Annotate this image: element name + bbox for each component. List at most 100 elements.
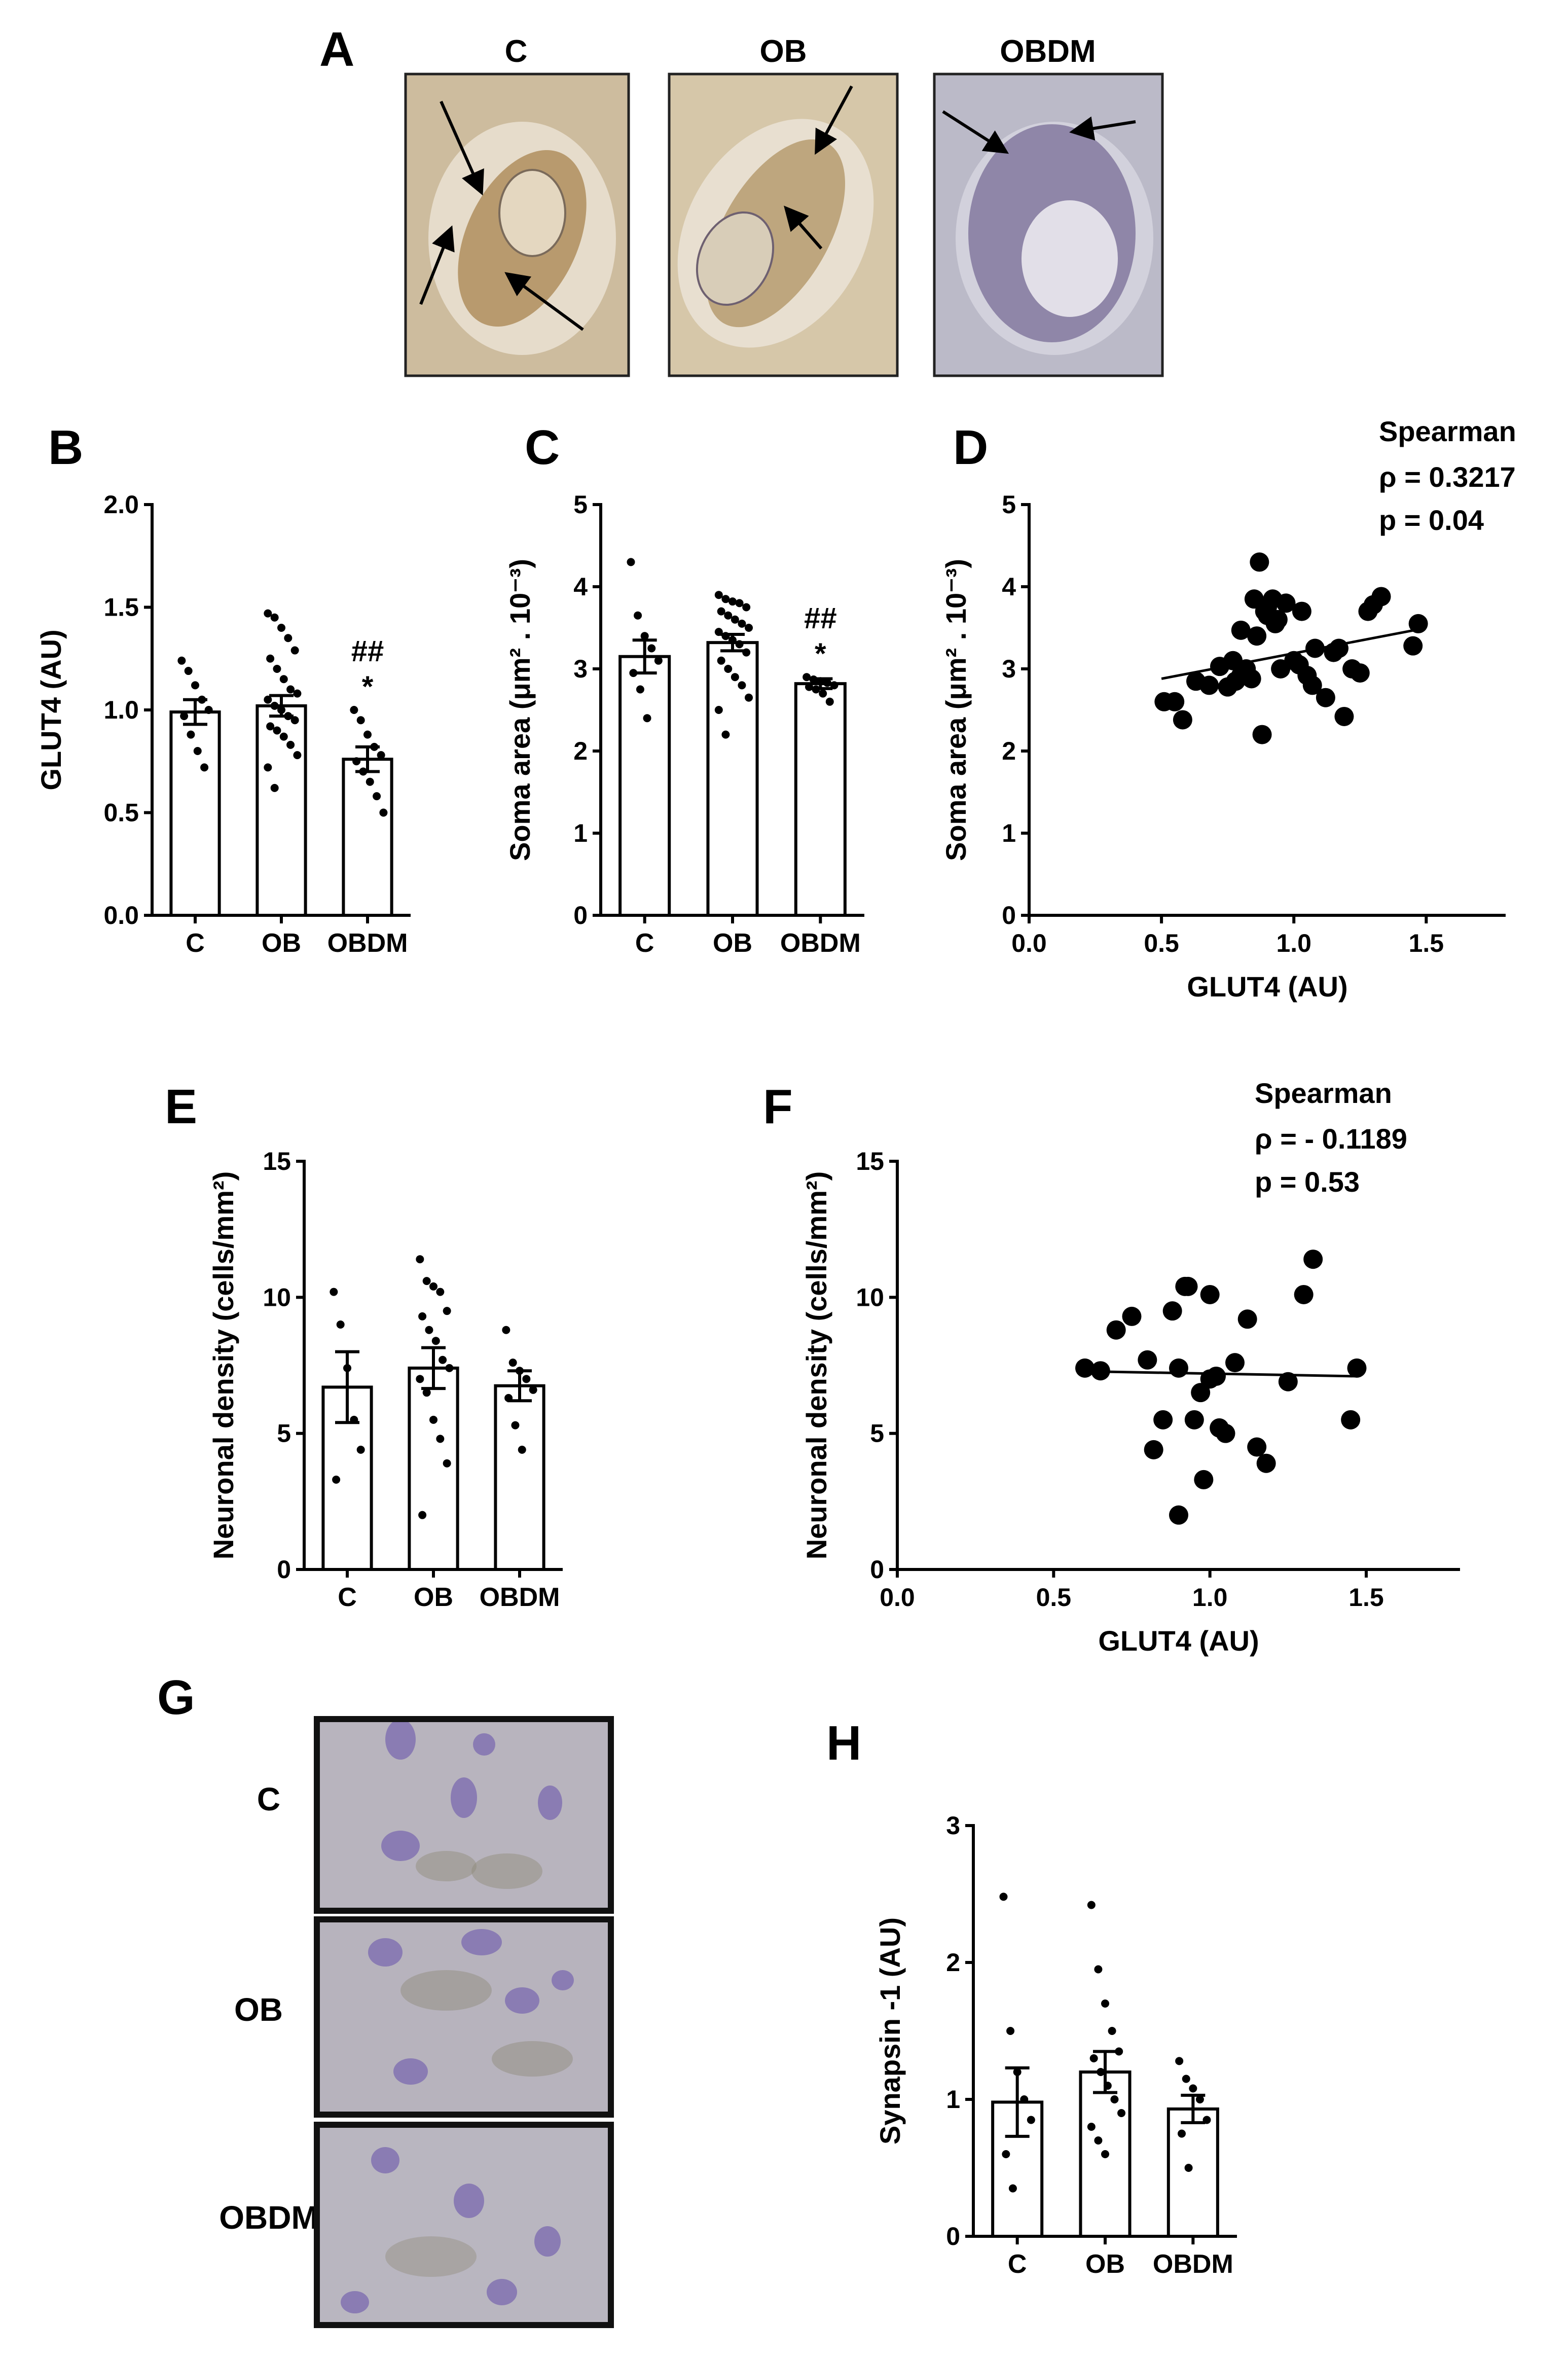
micrograph-g-obdm-cell: [371, 2147, 399, 2173]
data-point: [1103, 2082, 1112, 2090]
y-tick-label: 2: [1002, 737, 1016, 765]
data-point: [416, 1255, 424, 1264]
x-tick-label: 1.0: [1276, 929, 1311, 957]
micrograph-g-ob-cell: [552, 1970, 574, 1990]
micrograph-g-c-speckle: [471, 1853, 542, 1889]
scatter-point: [1278, 1372, 1298, 1391]
data-point: [508, 1359, 517, 1367]
micrograph-g-ob-bg: [317, 1919, 611, 2115]
data-point: [1020, 2095, 1029, 2103]
micrograph-a-label-ob: OB: [760, 34, 807, 69]
data-point: [714, 591, 723, 599]
bar-obdm: [794, 682, 847, 917]
data-point: [634, 611, 642, 620]
data-point: [731, 673, 739, 682]
y-tick-label: 3: [1002, 655, 1016, 683]
category-label-c: C: [338, 1583, 357, 1612]
stat-rho: ρ = - 0.1189: [1255, 1123, 1407, 1155]
data-point: [270, 783, 279, 792]
data-point: [270, 613, 279, 622]
micrograph-g-ob-speckle: [492, 2041, 573, 2077]
chart-b-glut4: 0.0 0.5 1.0 1.5 2.0 GLUT4 (AU) C OB OBDM *##: [35, 490, 411, 958]
scatter-point: [1207, 1366, 1226, 1386]
x-tick-label: 1.0: [1192, 1583, 1228, 1612]
scatter-point: [1302, 675, 1322, 695]
data-point: [724, 611, 733, 620]
scatter-point: [1199, 675, 1219, 695]
y-tick-label: 1: [946, 2085, 960, 2114]
scatter-point: [1408, 614, 1428, 633]
data-point: [1087, 2123, 1096, 2131]
y-tick-label: 0: [1002, 901, 1016, 930]
micrograph-g-c-frame: [314, 1716, 614, 1914]
data-point: [516, 1367, 524, 1375]
data-point: [290, 646, 299, 655]
data-point: [1182, 2075, 1190, 2083]
micrograph-g-ob-speckle: [400, 1970, 492, 2011]
y-tick-label: 4: [1002, 573, 1016, 601]
scatter-point: [1247, 1437, 1267, 1457]
data-point: [1189, 2084, 1197, 2093]
y-tick-label: 5: [1002, 490, 1016, 519]
data-point: [1202, 2116, 1211, 2124]
x-tick-label: 1.5: [1348, 1583, 1384, 1612]
y-tick-label: 1: [573, 819, 588, 847]
data-point: [373, 792, 381, 801]
category-label-c: C: [186, 928, 205, 958]
data-point: [436, 1435, 445, 1443]
panel-label-c: C: [525, 420, 560, 475]
scatter-point: [1184, 1410, 1204, 1430]
data-point: [728, 597, 737, 606]
data-point: [830, 681, 838, 690]
scatter-point: [1075, 1358, 1095, 1378]
category-label-ob: OB: [414, 1583, 453, 1612]
data-point: [714, 628, 723, 636]
stat-method: Spearman: [1379, 415, 1516, 447]
chart-h-synapsin: 0 1 2 3 Synapsin -1 (AU) C OB OBDM: [874, 1811, 1237, 2279]
bar-c: [169, 710, 221, 917]
data-point: [1108, 2027, 1116, 2035]
data-point: [1097, 2068, 1105, 2076]
data-point: [502, 1326, 510, 1334]
y-tick-label: 0: [870, 1555, 884, 1584]
data-point: [738, 681, 746, 690]
data-point: [277, 624, 285, 632]
micrograph-g-obdm-cell: [487, 2279, 517, 2305]
y-axis-label: Neuronal density (cells/mm²): [800, 1171, 832, 1560]
micrograph-a-obdm-nucleus: [1022, 200, 1118, 317]
data-point: [529, 1385, 537, 1394]
data-point: [999, 1892, 1008, 1901]
x-tick-label: 0.5: [1144, 929, 1179, 957]
data-point: [1087, 1901, 1096, 1909]
data-point: [377, 751, 385, 760]
data-point: [425, 1326, 433, 1334]
micrograph-g-c-cell: [538, 1785, 562, 1820]
arrow-a-c-3: [504, 272, 584, 331]
scatter-point: [1316, 688, 1335, 707]
stat-method: Spearman: [1255, 1077, 1392, 1109]
chart-d-correlation: 0 1 2 3 4 5 Soma area (μm² . 10⁻³) 0.0 0.5 1.0 1.5…: [940, 415, 1516, 1003]
data-point: [1184, 2164, 1193, 2172]
scatter-point: [1153, 1410, 1173, 1430]
data-point: [717, 656, 725, 665]
data-point: [636, 685, 644, 694]
micrograph-g-ob-cell: [393, 2058, 428, 2085]
category-label-obdm: OBDM: [1153, 2249, 1233, 2279]
data-point: [721, 632, 730, 640]
scatter-point: [1169, 1358, 1188, 1378]
bar-ob: [408, 1366, 459, 1572]
data-point: [293, 689, 302, 698]
micrograph-g-label-c: C: [257, 1781, 280, 1817]
scatter-point: [1242, 669, 1261, 689]
x-tick-label: 0.0: [1011, 929, 1047, 957]
micrograph-g-ob-frame: [314, 1916, 614, 2118]
data-point: [332, 1475, 341, 1484]
data-point: [187, 730, 195, 739]
data-point: [286, 685, 295, 694]
data-point: [1094, 2136, 1103, 2145]
y-tick-label: 2.0: [103, 490, 139, 519]
data-point: [264, 609, 272, 618]
scatter-point: [1216, 1423, 1235, 1443]
y-tick-label: 3: [573, 655, 588, 683]
